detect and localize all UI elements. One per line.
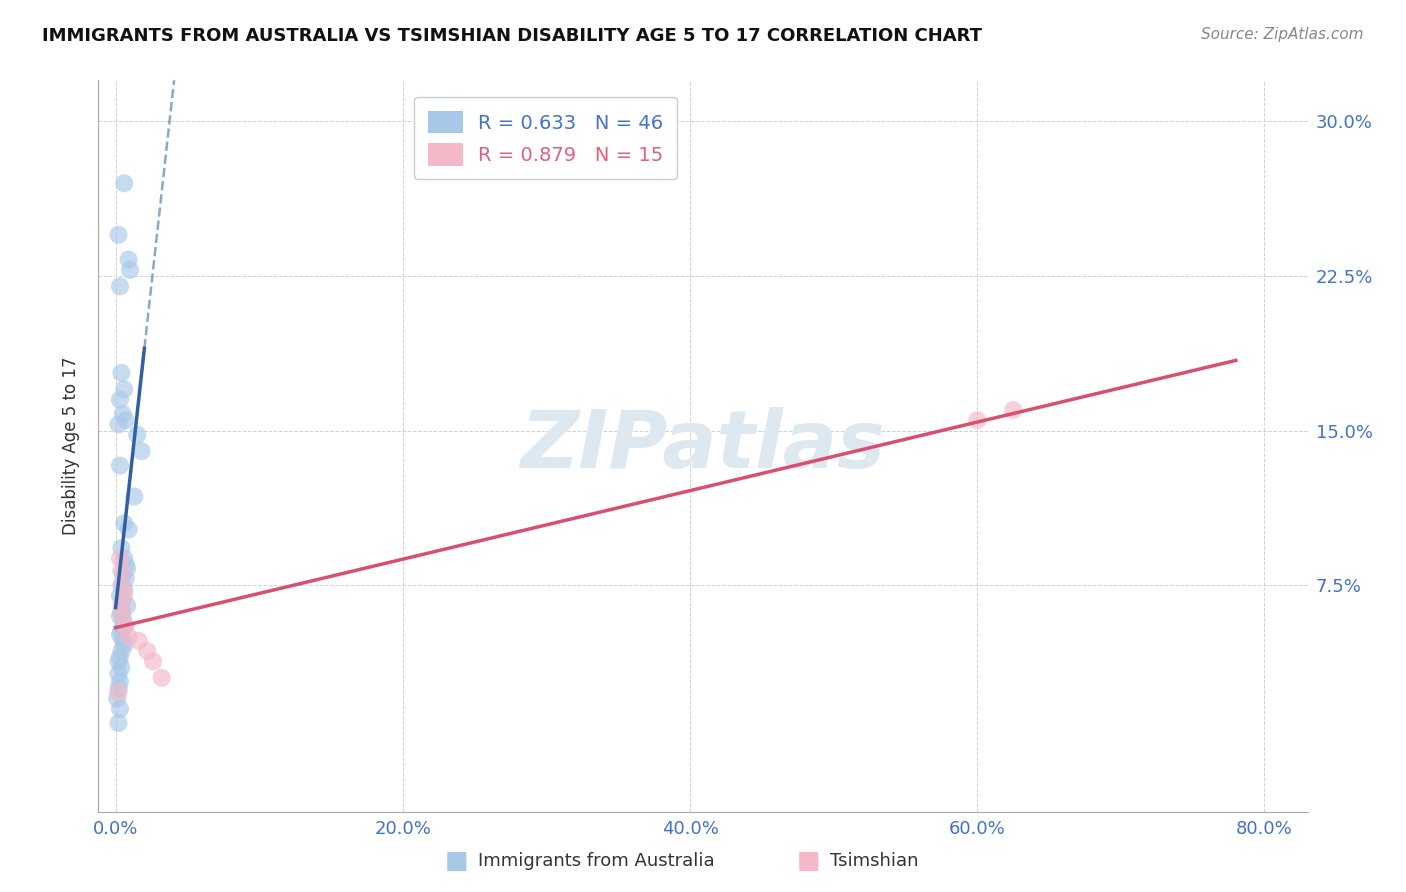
Point [131, 444, 153, 458]
Legend: R = 0.633   N = 46, R = 0.879   N = 15: R = 0.633 N = 46, R = 0.879 N = 15 [415, 97, 678, 179]
Point [110, 660, 132, 674]
Point [107, 666, 129, 681]
Point [111, 613, 134, 627]
Text: Immigrants from Australia: Immigrants from Australia [478, 852, 714, 870]
Point [142, 654, 165, 668]
Point [108, 702, 131, 716]
Point [115, 561, 138, 575]
Text: ■: ■ [797, 849, 820, 872]
Point [128, 633, 150, 648]
Point [1002, 403, 1025, 417]
Point [114, 572, 136, 586]
Point [114, 619, 136, 633]
Point [107, 227, 129, 242]
Point [118, 263, 141, 277]
Point [117, 523, 139, 537]
Text: IMMIGRANTS FROM AUSTRALIA VS TSIMSHIAN DISABILITY AGE 5 TO 17 CORRELATION CHART: IMMIGRANTS FROM AUSTRALIA VS TSIMSHIAN D… [42, 27, 983, 45]
Point [111, 567, 134, 582]
Point [111, 609, 134, 624]
Point [107, 685, 129, 699]
Point [108, 279, 131, 293]
Point [108, 650, 131, 665]
Point [110, 644, 132, 658]
Point [150, 671, 173, 685]
Point [107, 681, 129, 695]
Point [110, 564, 132, 578]
Point [112, 516, 135, 531]
Point [117, 252, 139, 267]
Point [112, 382, 135, 396]
Point [111, 407, 134, 421]
Point [111, 578, 134, 592]
Text: ZIPatlas: ZIPatlas [520, 407, 886, 485]
Point [108, 551, 131, 566]
Point [108, 392, 131, 407]
Point [108, 674, 131, 689]
Point [112, 638, 135, 652]
Point [110, 599, 132, 613]
Point [115, 599, 138, 613]
Point [136, 644, 159, 658]
Point [114, 558, 136, 572]
Point [110, 624, 132, 638]
Point [107, 716, 129, 731]
Point [108, 458, 131, 473]
Point [108, 588, 131, 602]
Point [117, 630, 139, 644]
Point [112, 551, 135, 566]
Point [112, 176, 135, 190]
Y-axis label: Disability Age 5 to 17: Disability Age 5 to 17 [62, 357, 80, 535]
Point [114, 413, 136, 427]
Point [108, 609, 131, 624]
Point [110, 366, 132, 380]
Point [112, 588, 135, 602]
Point [966, 413, 988, 427]
Text: Tsimshian: Tsimshian [830, 852, 918, 870]
Text: ■: ■ [446, 849, 468, 872]
Point [107, 417, 129, 432]
Point [111, 592, 134, 607]
Point [112, 582, 135, 597]
Point [110, 605, 132, 619]
Point [112, 619, 135, 633]
Point [124, 490, 146, 504]
Text: Source: ZipAtlas.com: Source: ZipAtlas.com [1201, 27, 1364, 42]
Point [105, 691, 128, 706]
Point [111, 633, 134, 648]
Point [110, 541, 132, 555]
Point [127, 427, 149, 442]
Point [108, 627, 131, 641]
Point [110, 578, 132, 592]
Point [107, 654, 129, 668]
